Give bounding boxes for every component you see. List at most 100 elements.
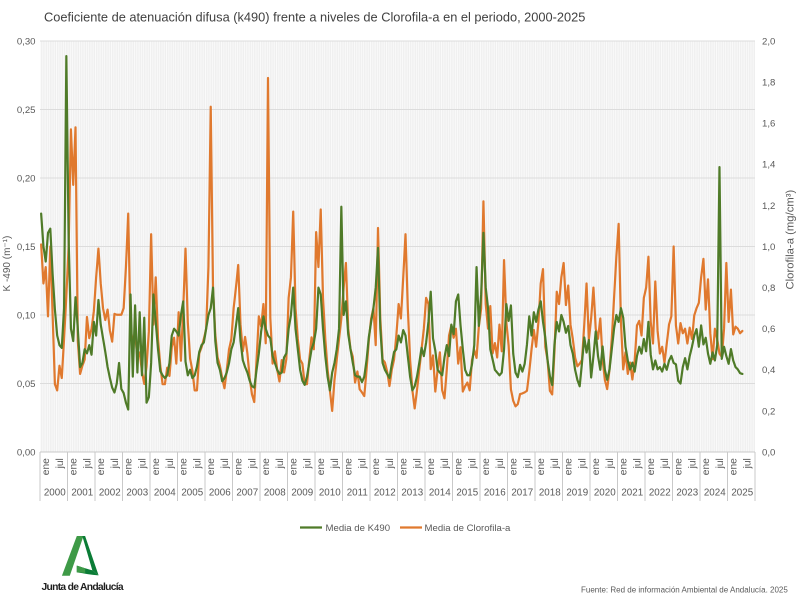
svg-text:0,8: 0,8 <box>762 283 775 294</box>
svg-text:jul: jul <box>55 458 66 469</box>
svg-text:2016: 2016 <box>484 488 506 499</box>
svg-text:jul: jul <box>467 458 478 469</box>
svg-text:0,25: 0,25 <box>17 105 36 116</box>
svg-text:1,4: 1,4 <box>762 160 776 171</box>
svg-text:2001: 2001 <box>71 488 93 499</box>
svg-text:ene: ene <box>619 458 630 475</box>
svg-text:jul: jul <box>550 458 561 469</box>
svg-text:2014: 2014 <box>429 488 451 499</box>
svg-text:ene: ene <box>591 458 602 475</box>
svg-text:jul: jul <box>632 458 643 469</box>
svg-text:jul: jul <box>82 458 93 469</box>
svg-text:Fuente: Red de información Amb: Fuente: Red de información Ambiental de … <box>581 586 788 595</box>
svg-text:ene: ene <box>69 458 80 475</box>
svg-text:jul: jul <box>302 458 313 469</box>
svg-text:2024: 2024 <box>704 488 726 499</box>
svg-text:jul: jul <box>577 458 588 469</box>
svg-text:0,05: 0,05 <box>17 379 36 390</box>
svg-text:jul: jul <box>192 458 203 469</box>
svg-text:2018: 2018 <box>539 488 561 499</box>
svg-text:2004: 2004 <box>154 488 176 499</box>
svg-text:jul: jul <box>495 458 506 469</box>
svg-text:ene: ene <box>206 458 217 475</box>
svg-text:2006: 2006 <box>209 488 231 499</box>
svg-text:0,20: 0,20 <box>17 173 36 184</box>
svg-text:jul: jul <box>440 458 451 469</box>
svg-text:1,8: 1,8 <box>762 78 775 89</box>
svg-text:0,4: 0,4 <box>762 365 776 376</box>
svg-text:ene: ene <box>124 458 135 475</box>
svg-text:2005: 2005 <box>181 488 203 499</box>
svg-text:0,0: 0,0 <box>762 447 775 458</box>
svg-text:ene: ene <box>729 458 740 475</box>
svg-text:jul: jul <box>687 458 698 469</box>
svg-text:0,00: 0,00 <box>17 447 36 458</box>
svg-text:jul: jul <box>522 458 533 469</box>
svg-text:2007: 2007 <box>236 488 258 499</box>
svg-text:ene: ene <box>344 458 355 475</box>
svg-text:Media de K490: Media de K490 <box>326 523 391 534</box>
svg-text:ene: ene <box>371 458 382 475</box>
svg-text:0,10: 0,10 <box>17 310 36 321</box>
svg-text:0,6: 0,6 <box>762 324 775 335</box>
svg-text:2012: 2012 <box>374 488 396 499</box>
svg-text:2025: 2025 <box>731 488 753 499</box>
svg-text:Coeficiente de atenuación difu: Coeficiente de atenuación difusa (k490) … <box>44 10 585 25</box>
svg-text:jul: jul <box>660 458 671 469</box>
svg-text:2010: 2010 <box>319 488 341 499</box>
svg-text:jul: jul <box>715 458 726 469</box>
svg-text:1,2: 1,2 <box>762 201 775 212</box>
svg-text:jul: jul <box>330 458 341 469</box>
svg-text:Junta de Andalucía: Junta de Andalucía <box>42 582 124 593</box>
svg-text:ene: ene <box>481 458 492 475</box>
svg-text:jul: jul <box>412 458 423 469</box>
svg-text:ene: ene <box>41 458 52 475</box>
svg-text:jul: jul <box>605 458 616 469</box>
svg-text:2022: 2022 <box>649 488 671 499</box>
svg-text:0,2: 0,2 <box>762 406 775 417</box>
svg-text:2015: 2015 <box>456 488 478 499</box>
svg-text:K -490 (m⁻¹): K -490 (m⁻¹) <box>2 236 13 292</box>
svg-text:ene: ene <box>564 458 575 475</box>
svg-text:ene: ene <box>509 458 520 475</box>
svg-text:1,0: 1,0 <box>762 242 775 253</box>
svg-text:2009: 2009 <box>291 488 313 499</box>
svg-text:Clorofila-a (mg/cm³): Clorofila-a (mg/cm³) <box>785 189 797 289</box>
svg-text:ene: ene <box>96 458 107 475</box>
svg-text:0,30: 0,30 <box>17 36 36 47</box>
svg-text:jul: jul <box>110 458 121 469</box>
svg-text:ene: ene <box>261 458 272 475</box>
svg-text:jul: jul <box>357 458 368 469</box>
svg-text:ene: ene <box>674 458 685 475</box>
svg-text:2008: 2008 <box>264 488 286 499</box>
svg-text:jul: jul <box>165 458 176 469</box>
svg-text:2,0: 2,0 <box>762 36 775 47</box>
svg-text:ene: ene <box>426 458 437 475</box>
svg-text:ene: ene <box>151 458 162 475</box>
svg-text:ene: ene <box>179 458 190 475</box>
svg-text:2013: 2013 <box>401 488 423 499</box>
svg-text:2003: 2003 <box>126 488 148 499</box>
svg-text:ene: ene <box>289 458 300 475</box>
svg-text:2011: 2011 <box>347 488 368 499</box>
svg-text:ene: ene <box>701 458 712 475</box>
svg-text:2002: 2002 <box>99 488 121 499</box>
svg-text:ene: ene <box>646 458 657 475</box>
svg-text:2019: 2019 <box>566 488 588 499</box>
svg-text:0,15: 0,15 <box>17 242 36 253</box>
svg-text:ene: ene <box>234 458 245 475</box>
svg-text:2021: 2021 <box>621 488 643 499</box>
svg-text:jul: jul <box>742 458 753 469</box>
svg-text:2020: 2020 <box>594 488 616 499</box>
svg-text:jul: jul <box>275 458 286 469</box>
svg-text:Media de Clorofila-a: Media de Clorofila-a <box>425 523 512 534</box>
svg-text:ene: ene <box>536 458 547 475</box>
svg-text:2017: 2017 <box>511 488 533 499</box>
svg-text:jul: jul <box>220 458 231 469</box>
svg-text:jul: jul <box>137 458 148 469</box>
svg-text:1,6: 1,6 <box>762 119 775 130</box>
svg-text:ene: ene <box>454 458 465 475</box>
svg-text:ene: ene <box>399 458 410 475</box>
svg-text:2000: 2000 <box>44 488 66 499</box>
svg-text:ene: ene <box>316 458 327 475</box>
